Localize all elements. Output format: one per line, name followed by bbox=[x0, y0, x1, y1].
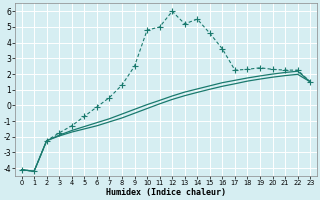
X-axis label: Humidex (Indice chaleur): Humidex (Indice chaleur) bbox=[106, 188, 226, 197]
